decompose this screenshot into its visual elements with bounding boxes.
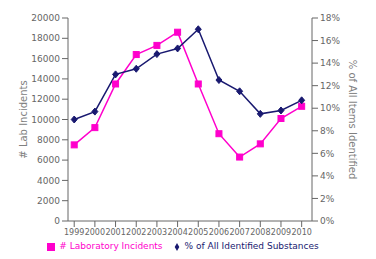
- svg-text:10%: 10%: [320, 103, 340, 113]
- svg-text:2004: 2004: [167, 228, 187, 237]
- svg-text:2009: 2009: [271, 228, 291, 237]
- svg-text:2000: 2000: [85, 228, 105, 237]
- svg-text:16000: 16000: [31, 54, 60, 64]
- svg-text:2001: 2001: [105, 228, 125, 237]
- svg-text:2%: 2%: [320, 194, 335, 204]
- svg-text:4000: 4000: [37, 176, 60, 186]
- html-text:# Laboratory Incidents: # Laboratory Incidents: [59, 241, 163, 251]
- svg-text:2007: 2007: [229, 228, 249, 237]
- svg-text:8000: 8000: [37, 135, 60, 145]
- svg-text:2008: 2008: [250, 228, 270, 237]
- svg-text:14000: 14000: [31, 74, 60, 84]
- svg-text:12%: 12%: [320, 81, 340, 91]
- svg-text:10000: 10000: [31, 115, 60, 125]
- svg-text:4%: 4%: [320, 171, 335, 181]
- svg-text:2010: 2010: [291, 228, 311, 237]
- svg-text:0%: 0%: [320, 216, 335, 226]
- svg-text:2006: 2006: [209, 228, 229, 237]
- svg-text:16%: 16%: [320, 36, 340, 46]
- svg-text:% of All Items Identified: % of All Items Identified: [347, 60, 358, 180]
- svg-text:2003: 2003: [147, 228, 167, 237]
- svg-text:2002: 2002: [126, 228, 146, 237]
- svg-text:6000: 6000: [37, 155, 60, 165]
- svg-text:0: 0: [54, 216, 60, 226]
- svg-text:2000: 2000: [37, 196, 60, 206]
- svg-text:2005: 2005: [188, 228, 208, 237]
- svg-text:18000: 18000: [31, 33, 60, 43]
- svg-text:# Lab Incidents: # Lab Incidents: [18, 80, 29, 158]
- svg-text:6%: 6%: [320, 149, 335, 159]
- svg-text:12000: 12000: [31, 94, 60, 104]
- svg-text:8%: 8%: [320, 126, 335, 136]
- svg-text:1999: 1999: [64, 228, 84, 237]
- svg-text:18%: 18%: [320, 13, 340, 23]
- html-text:% of All Identified Substances: % of All Identified Substances: [184, 241, 319, 251]
- svg-text:20000: 20000: [31, 13, 60, 23]
- svg-text:14%: 14%: [320, 58, 340, 68]
